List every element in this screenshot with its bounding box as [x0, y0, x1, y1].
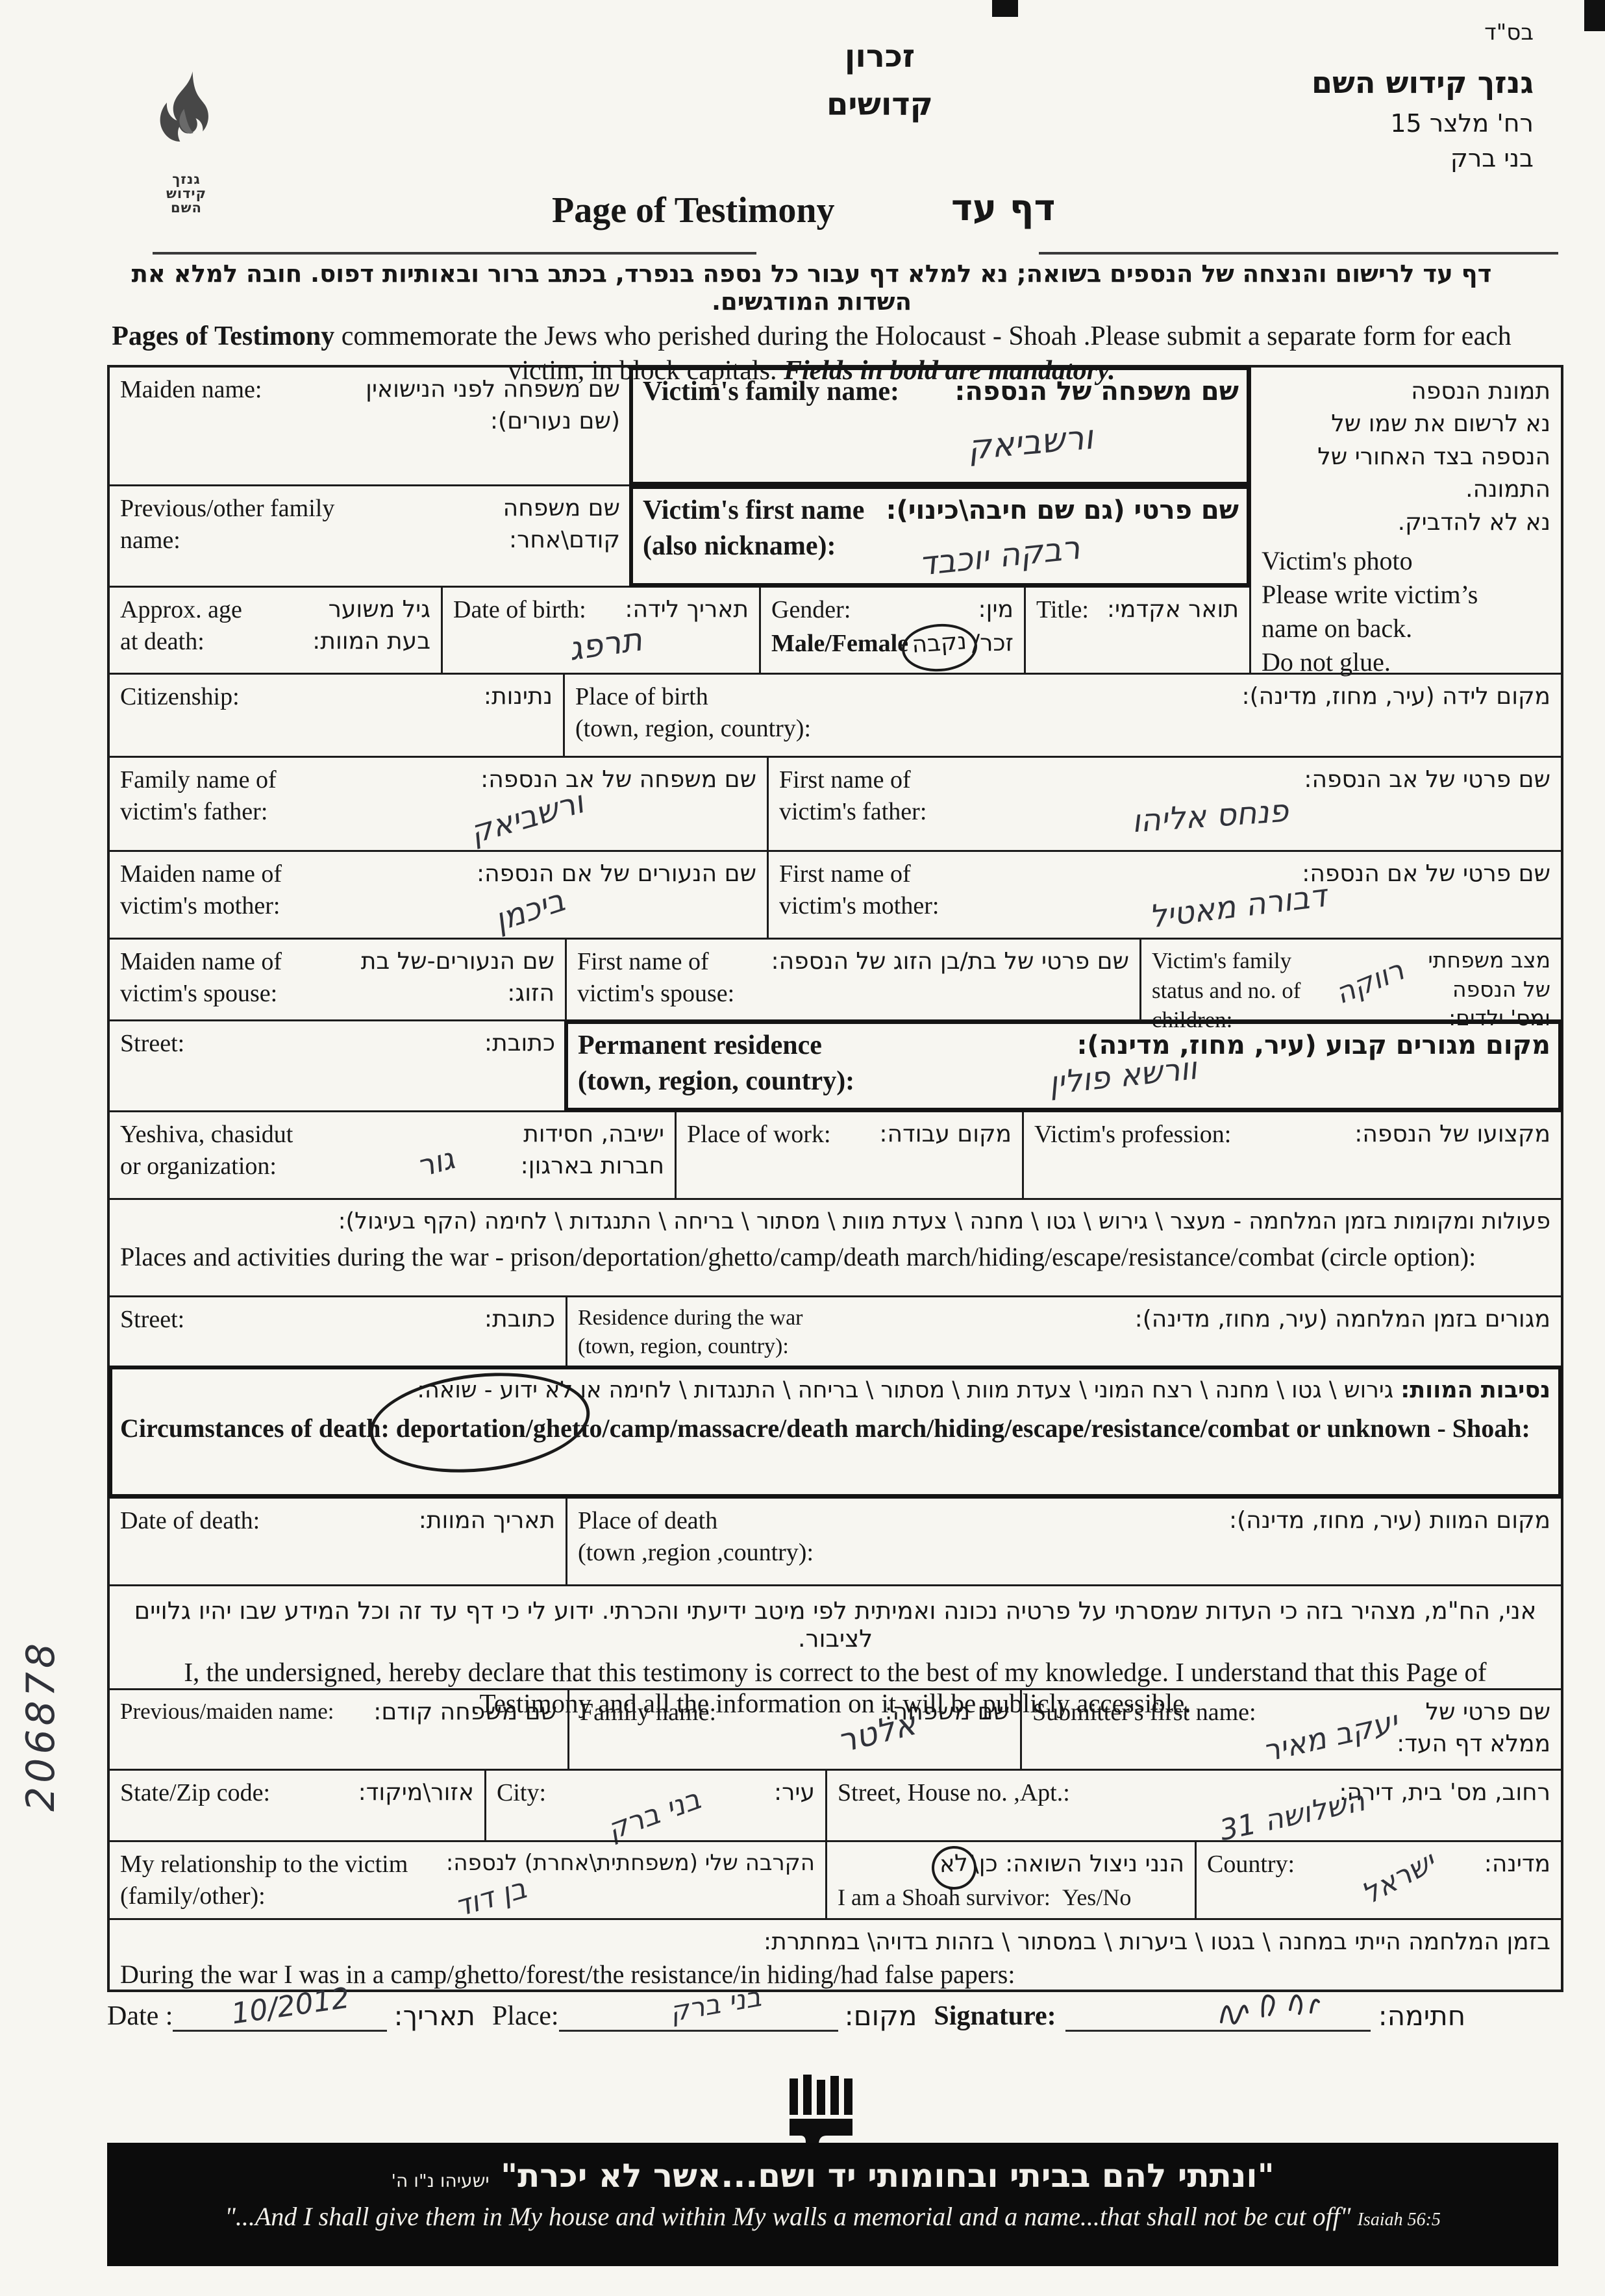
page-title: Page of Testimony	[552, 190, 835, 231]
field-street-war[interactable]: Street: כתובת:	[120, 1306, 555, 1333]
intro-paragraph: דף עד לרישום והנצחה של הנספים בשואה; נא …	[91, 260, 1532, 388]
page-title-hebrew: דף עד	[951, 187, 1056, 229]
handwritten-relationship: בן דוד	[451, 1871, 530, 1924]
memorial-heading: זכרון קדושים	[827, 38, 933, 123]
form-number: 206878	[18, 1639, 64, 1812]
header-divider	[153, 252, 756, 255]
handwritten-victim-first-name: רבקה יוכבד	[917, 529, 1082, 583]
date-label-hebrew: תאריך:	[393, 2000, 475, 2032]
handwritten-date-of-birth: תרפג	[566, 620, 645, 668]
place-label: Place:	[491, 2001, 559, 2031]
field-victim-family-name[interactable]: Victim's family name: שם משפחה של הנספה:…	[629, 366, 1250, 486]
scan-artifact	[992, 0, 1018, 17]
intro-english: Pages of Testimony commemorate the Jews …	[112, 321, 1512, 386]
field-state-zip[interactable]: State/Zip code: אזור\מיקוד:	[120, 1779, 474, 1806]
testimony-form-table: Maiden name: שם משפחה לפני הנישואין (שם …	[107, 365, 1563, 1992]
signature-label-hebrew: חתימה:	[1378, 2000, 1466, 2032]
field-spouse-first-name[interactable]: First name of victim's spouse: שם פרטי ש…	[565, 940, 1139, 1019]
field-residence-during-war[interactable]: Residence during the war (town, region, c…	[566, 1297, 1561, 1367]
yad-vashem-logo-icon	[785, 2075, 852, 2193]
field-yeshiva[interactable]: Yeshiva, chasidut or organization: ישיבה…	[120, 1121, 664, 1184]
banner-quote-hebrew: "ונתתי להם בביתי ובחומותי יד ושם...אשר ל…	[391, 2157, 1275, 2195]
field-city[interactable]: City: עיר: בני ברק	[484, 1771, 825, 1847]
field-place-of-death[interactable]: Place of death (town ,region ,country): מ…	[566, 1499, 1561, 1584]
date-line[interactable]: 10/2012	[173, 1982, 388, 2032]
field-submitter-family-name[interactable]: Family name: שם משפחה: אלטר	[567, 1690, 1020, 1769]
handwritten-city: בני ברק	[603, 1782, 705, 1847]
handwritten-victim-family-name: ורשביאק	[966, 418, 1095, 468]
org-street: רח' מלצר 15	[1390, 109, 1534, 138]
place-label-hebrew: מקום:	[844, 2000, 917, 2032]
field-profession[interactable]: Victim's profession: מקצועו של הנספה:	[1022, 1112, 1561, 1198]
handwritten-father-first-name: פנחס אליהו	[1130, 792, 1289, 840]
handwritten-country: ישראל	[1356, 1845, 1441, 1912]
handwritten-submitter-family-name: אלטר	[833, 1704, 920, 1760]
banner-quote-english: "...And I shall give them in My house an…	[225, 2202, 1441, 2231]
date-label: Date :	[107, 2001, 173, 2031]
field-spouse-maiden-name[interactable]: Maiden name of victim's spouse: שם הנעור…	[120, 948, 554, 1008]
bsd-inscription: בס"ד	[1484, 19, 1534, 45]
field-circumstances-of-death[interactable]: נסיבות המוות: גירוש \ גטו \ מחנה \ רצח ה…	[108, 1362, 1562, 1498]
handwritten-mother-first-name: דבורה מאטיל	[1147, 877, 1329, 936]
field-mother-maiden-name[interactable]: Maiden name of victim's mother: שם הנעור…	[120, 860, 756, 939]
org-address-block: גנזך קידוש השם רח' מלצר 15 בני ברק	[1261, 65, 1534, 179]
isaiah-banner: "ונתתי להם בביתי ובחומותי יד ושם...אשר ל…	[107, 2143, 1558, 2266]
photo-instructions-english: Victim's photo Please write victim’s nam…	[1262, 546, 1478, 677]
circled-female-option: נקבה	[900, 621, 979, 674]
handwritten-yeshiva: גור	[412, 1140, 458, 1184]
field-shoah-survivor[interactable]: הנני ניצול השואה: כן\לא I am a Shoah sur…	[825, 1842, 1195, 1918]
field-place-of-work[interactable]: Place of work: מקום עבודה:	[675, 1112, 1022, 1198]
field-submitter-during-war[interactable]: בזמן המלחמה הייתי במחנה \ בגטו \ ביערות …	[120, 1928, 1550, 1989]
field-previous-family-name[interactable]: Previous/other family name: שם משפחה קוד…	[120, 495, 620, 555]
field-citizenship[interactable]: Citizenship: נתינות:	[120, 683, 553, 710]
field-family-status[interactable]: Victim's family status and no. of childr…	[1139, 940, 1561, 1032]
top-row-group: Maiden name: שם משפחה לפני הנישואין (שם …	[110, 366, 1561, 677]
field-date-of-death[interactable]: Date of death: תאריך המוות:	[120, 1507, 555, 1534]
handwritten-permanent-residence: וורשא פולין	[1047, 1050, 1199, 1102]
ganzach-logo: גנזך קידוש השם	[144, 71, 229, 215]
header-divider	[1039, 252, 1558, 255]
field-gender[interactable]: Gender: Male/Female מין: זכר/נקבה	[759, 588, 1024, 674]
field-title[interactable]: Title: תואר אקדמי:	[1024, 588, 1249, 673]
flame-icon	[160, 71, 208, 142]
declaration: אני, הח"מ, מצהיר בזה כי העדות שמסרתי על …	[134, 1597, 1537, 1718]
intro-hebrew: דף עד לרישום והנצחה של הנספים בשואה; נא …	[131, 260, 1492, 316]
field-place-of-birth[interactable]: Place of birth (town, region, country): מ…	[563, 675, 1561, 756]
field-submitter-first-name[interactable]: Submitter's first name: שם פרטי של ממלא ד…	[1020, 1690, 1561, 1769]
handwritten-submitter-first-name: יעקב מאיר	[1259, 1703, 1401, 1769]
field-maiden-name[interactable]: Maiden name: שם משפחה לפני הנישואין (שם …	[120, 376, 620, 434]
org-city: בני ברק	[1450, 144, 1534, 173]
photo-instructions-hebrew: תמונת הנספה נא לרשום את שמו של הנספה בצד…	[1317, 378, 1550, 536]
signature-line[interactable]	[1065, 1994, 1371, 2032]
field-street-house[interactable]: Street, House no. ,Apt.: רחוב, מס' בית, …	[825, 1771, 1561, 1847]
handwritten-family-status: רווקה	[1330, 953, 1409, 1011]
field-date-of-birth[interactable]: Date of birth: תאריך לידה: תרפג	[441, 588, 759, 673]
field-father-first-name[interactable]: First name of victim's father: שם פרטי ש…	[767, 758, 1561, 850]
org-name: גנזך קידוש השם	[1311, 65, 1534, 100]
field-submitter-previous-name[interactable]: Previous/maiden name: שם משפחה קודם:	[120, 1699, 557, 1725]
field-war-activities[interactable]: פעולות ומקומות בזמן המלחמה - מעצר \ גירו…	[120, 1208, 1550, 1271]
field-relationship[interactable]: My relationship to the victim (family/oth…	[120, 1850, 815, 1924]
field-approx-age[interactable]: Approx. age at death: גיל משוער בעת המוו…	[120, 596, 430, 656]
field-permanent-residence[interactable]: Permanent residence (town, region, countr…	[564, 1020, 1562, 1112]
field-victim-first-name[interactable]: Victim's first name (also nickname): שם …	[629, 485, 1250, 587]
field-street-permanent[interactable]: Street: כתובת:	[120, 1030, 555, 1057]
victim-photo-box[interactable]: תמונת הנספה נא לרשום את שמו של הנספה בצד…	[1249, 368, 1561, 677]
signature-label: Signature:	[934, 2001, 1056, 2031]
gender-options[interactable]: זכר/נקבה	[900, 621, 1014, 674]
logo-wordmark: גנזך קידוש השם	[166, 171, 207, 216]
handwritten-street-house: השלושה 31	[1217, 1784, 1368, 1848]
handwritten-mother-maiden-name: ביכמן	[490, 882, 569, 939]
scan-artifact	[1584, 0, 1605, 31]
field-country[interactable]: Country: מדינה: ישראל	[1195, 1842, 1561, 1918]
signature-row: Date : 10/2012 תאריך: Place: בני ברק מקו…	[107, 1980, 1574, 2032]
place-line[interactable]: בני ברק	[558, 1980, 838, 2032]
field-mother-first-name[interactable]: First name of victim's mother: שם פרטי ש…	[767, 852, 1561, 938]
field-father-family-name[interactable]: Family name of victim's father: שם משפחה…	[120, 766, 756, 851]
signature-scribble	[1219, 1994, 1320, 2025]
